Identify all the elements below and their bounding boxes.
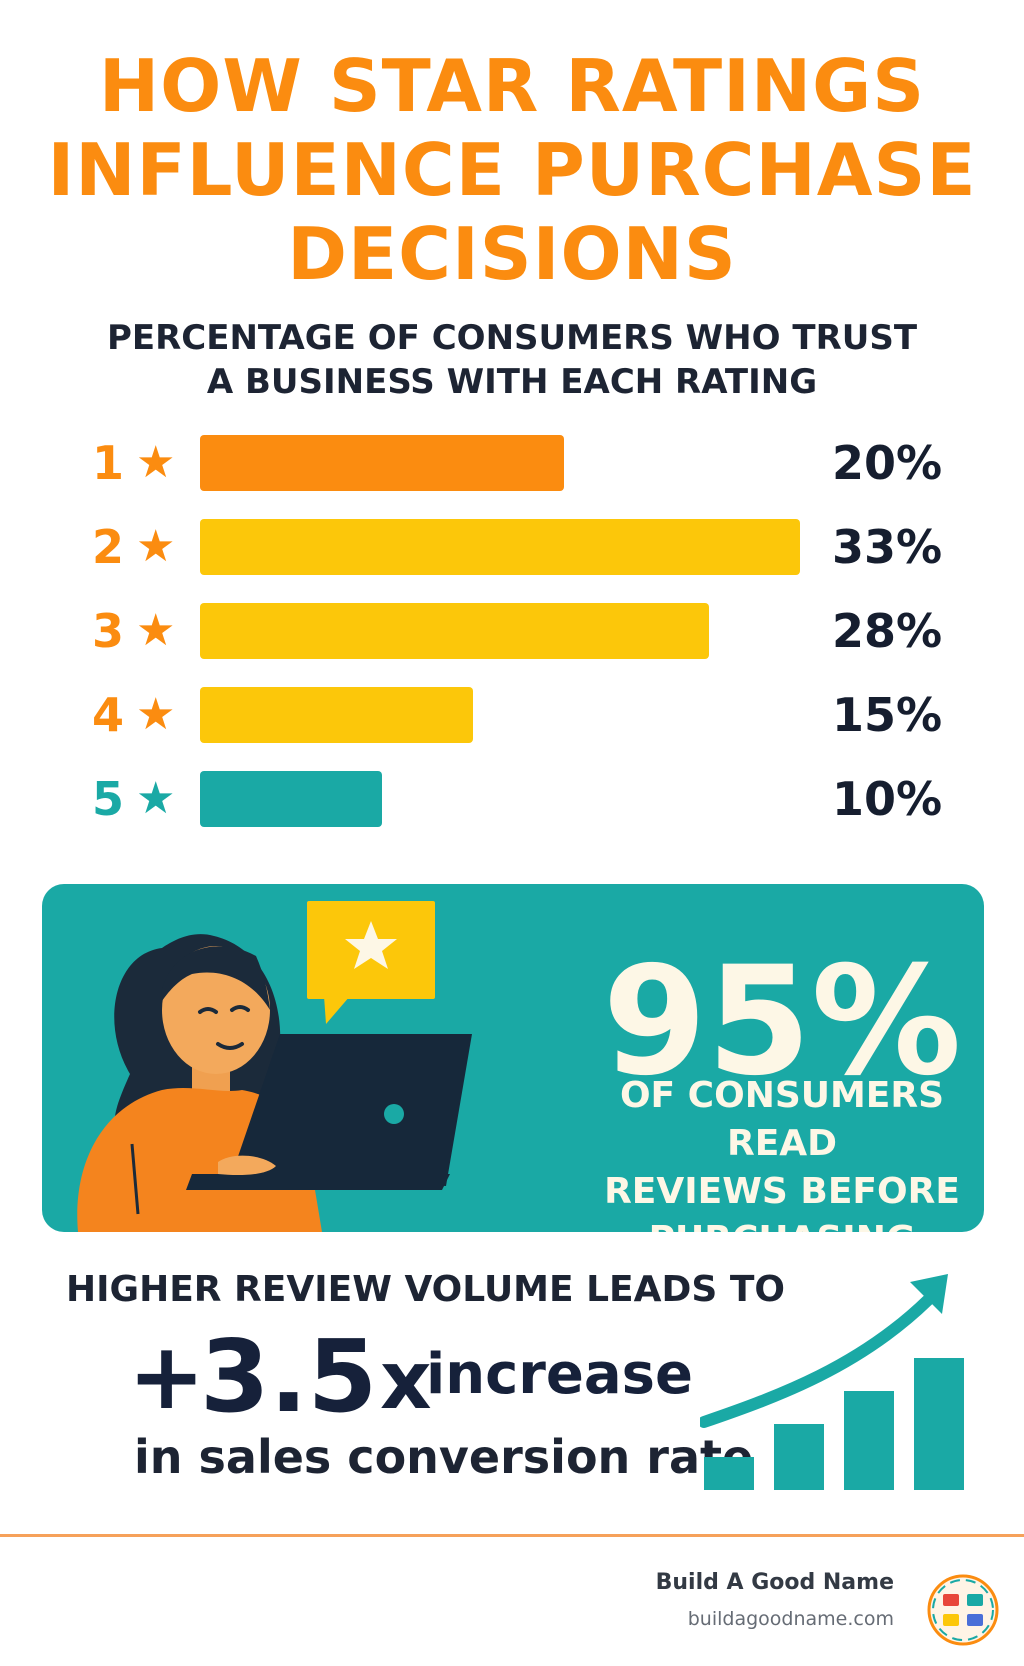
rating-percentage: 20% [832, 436, 943, 490]
rating-row: 4 ★ 15% [0, 684, 1024, 746]
rating-percentage: 10% [832, 772, 943, 826]
star-icon: ★ [136, 437, 176, 488]
speech-bubble-icon [307, 901, 435, 1024]
reviews-caption-line-1: OF CONSUMERS READ [619, 1075, 945, 1164]
growth-bar [844, 1391, 894, 1490]
rating-label: 4 ★ [92, 688, 192, 742]
reviews-percentage: 95% [602, 935, 962, 1109]
subtitle-line-2: A BUSINESS WITH EACH RATING [206, 362, 818, 402]
star-icon: ★ [136, 521, 176, 572]
rating-row: 3 ★ 28% [0, 600, 1024, 662]
growth-bar [914, 1358, 964, 1490]
rating-label: 3 ★ [92, 604, 192, 658]
rating-bar [200, 435, 564, 491]
title-line-3: DECISIONS [287, 212, 737, 296]
brand-logo-icon [927, 1574, 999, 1646]
rating-label: 1 ★ [92, 436, 192, 490]
title-line-1: HOW STAR RATINGS [98, 44, 926, 128]
title-line-2: INFLUENCE PURCHASE [47, 128, 977, 212]
woman-with-laptop-illustration [77, 901, 472, 1232]
conversion-caption: in sales conversion rate [134, 1430, 754, 1484]
reviews-highlight-panel: 95% OF CONSUMERS READ REVIEWS BEFORE PUR… [42, 884, 984, 1232]
star-icon: ★ [136, 689, 176, 740]
rating-percentage: 15% [832, 688, 943, 742]
rating-bar [200, 687, 473, 743]
rating-row: 1 ★ 20% [0, 432, 1024, 494]
brand-url: buildagoodname.com [687, 1608, 894, 1630]
multiplier-x: x [380, 1334, 432, 1427]
page-title: HOW STAR RATINGS INFLUENCE PURCHASE DECI… [0, 44, 1024, 296]
rating-row: 2 ★ 33% [0, 516, 1024, 578]
rating-number: 3 [92, 604, 125, 658]
rating-percentage: 28% [832, 604, 943, 658]
growth-bar [704, 1457, 754, 1490]
arrow-head-icon [910, 1274, 948, 1314]
rating-percentage: 33% [832, 520, 943, 574]
rating-number: 4 [92, 688, 125, 742]
chart-subtitle: PERCENTAGE OF CONSUMERS WHO TRUST A BUSI… [0, 316, 1024, 404]
volume-lead-text: HIGHER REVIEW VOLUME LEADS TO [66, 1269, 786, 1310]
rating-number: 1 [92, 436, 125, 490]
rating-bar [200, 771, 382, 827]
increase-word: increase [426, 1342, 693, 1407]
upward-trend-arrow-icon [700, 1294, 934, 1428]
rating-number: 2 [92, 520, 125, 574]
star-icon: ★ [136, 605, 176, 656]
plus-sign: + [128, 1323, 206, 1430]
brand-block: Build A Good Name buildagoodname.com [656, 1568, 894, 1634]
bubble-star-icon [345, 921, 397, 969]
subtitle-line-1: PERCENTAGE OF CONSUMERS WHO TRUST [106, 318, 918, 358]
footer-divider [0, 1534, 1024, 1537]
rating-bar [200, 603, 709, 659]
rating-number: 5 [92, 772, 125, 826]
reviews-caption-line-2: REVIEWS BEFORE [604, 1171, 960, 1212]
multiplier-value: 3.5 [200, 1318, 378, 1435]
growth-bar-chart-icon [700, 1274, 964, 1490]
reviews-caption-line-3: PURCHASING [562, 1216, 984, 1232]
rating-label: 2 ★ [92, 520, 192, 574]
growth-bar [774, 1424, 824, 1490]
star-rating-trust-chart: 1 ★ 20% 2 ★ 33% 3 ★ 28% 4 ★ 15% 5 ★ 10% [0, 432, 1024, 852]
rating-bar [200, 519, 800, 575]
star-icon: ★ [136, 773, 176, 824]
brand-name: Build A Good Name [655, 1570, 894, 1595]
rating-label: 5 ★ [92, 772, 192, 826]
rating-row: 5 ★ 10% [0, 768, 1024, 830]
reviews-caption: OF CONSUMERS READ REVIEWS BEFORE PURCHAS… [562, 1072, 984, 1232]
